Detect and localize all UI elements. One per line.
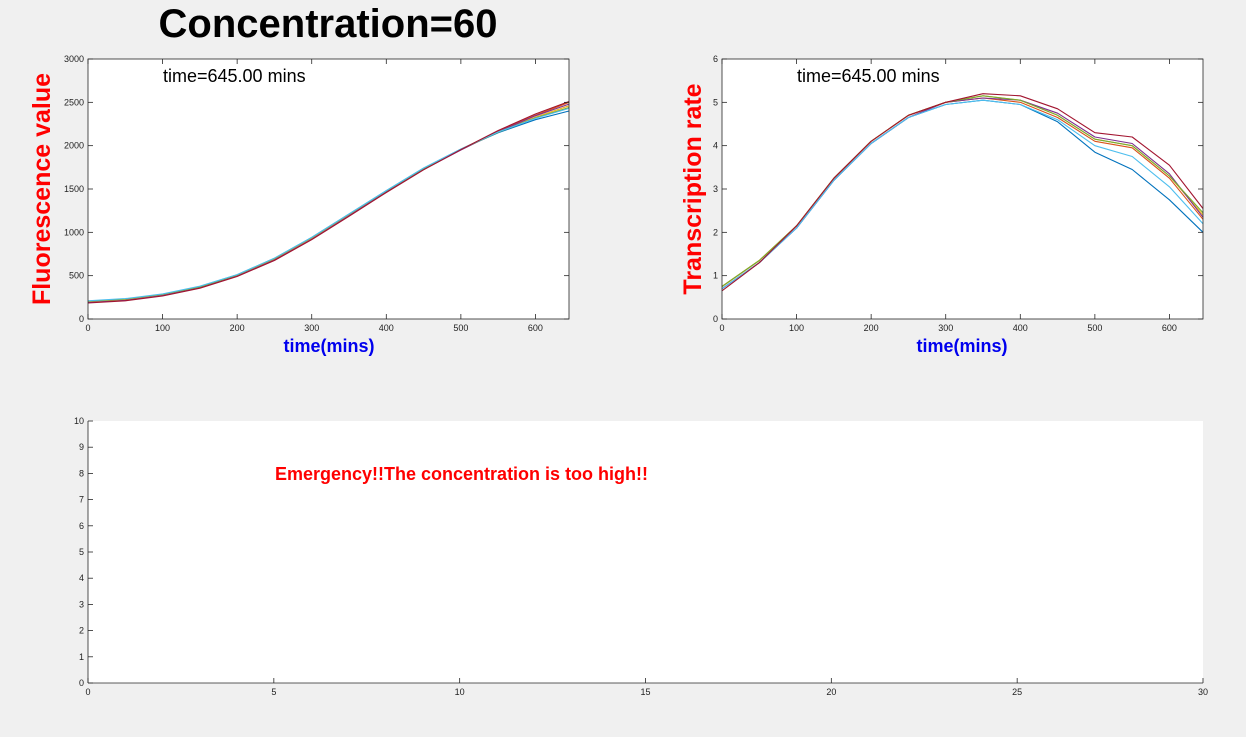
y-tick-label: 0 [79,314,84,324]
y-tick-label: 2500 [64,97,84,107]
fluorescence-axes: 0 100 200 300 400 500 600 0 500 1000 1500 2000 2500 3… [64,54,570,333]
y-tick-label: 7 [79,495,84,505]
plot-area [88,59,569,319]
x-tick-label: 10 [455,687,465,697]
y-tick-label: 1000 [64,227,84,237]
emergency-warning: Emergency!!The concentration is too high… [275,464,648,484]
x-tick-label: 25 [1012,687,1022,697]
figure-title: Concentration=60 [159,2,498,46]
series-line-6 [721,99,1204,290]
transcription-ylabel: Transcription rate [679,83,707,294]
fluorescence-xlabel: time(mins) [283,336,374,356]
x-tick-label: 600 [1162,323,1177,333]
y-tick-label: 500 [69,271,84,281]
y-tick-label: 3 [79,599,84,609]
x-tick-label: 0 [719,323,724,333]
series-line-6 [87,107,570,302]
y-tick-label: 2 [79,626,84,636]
x-tick-label: 500 [1087,323,1102,333]
y-tick-label: 4 [713,141,718,151]
transcription-xlabel: time(mins) [916,336,1007,356]
x-tick-label: 0 [85,687,90,697]
y-tick-label: 3000 [64,54,84,64]
fluorescence-ylabel: Fluorescence value [28,73,56,305]
transcription-time-annotation: time=645.00 mins [797,66,940,86]
x-tick-label: 200 [230,323,245,333]
plot-area [88,421,1203,683]
x-tick-label: 30 [1198,687,1208,697]
y-tick-label: 10 [74,416,84,426]
y-tick-label: 5 [79,547,84,557]
x-tick-label: 300 [938,323,953,333]
series-line-7 [721,93,1204,292]
y-tick-label: 0 [713,314,718,324]
transcription-rate-axes: 0 100 200 300 400 500 600 0 1 2 3 4 5 6 [713,54,1204,333]
y-tick-label: 4 [79,573,84,583]
y-tick-label: 2000 [64,141,84,151]
y-tick-label: 2 [713,227,718,237]
x-tick-label: 200 [864,323,879,333]
y-tick-label: 6 [713,54,718,64]
x-tick-label: 400 [1013,323,1028,333]
x-tick-label: 15 [640,687,650,697]
x-tick-label: 100 [789,323,804,333]
x-tick-label: 100 [155,323,170,333]
x-tick-label: 5 [271,687,276,697]
y-tick-label: 8 [79,468,84,478]
x-tick-label: 500 [453,323,468,333]
y-tick-label: 3 [713,184,718,194]
series-line-7 [87,100,570,304]
y-tick-label: 1 [713,271,718,281]
status-axes: 0 5 10 15 20 25 30 0 1 2 3 4 5 6 7 8 9 10 [74,416,1208,697]
y-tick-label: 1500 [64,184,84,194]
y-tick-label: 9 [79,442,84,452]
fluorescence-time-annotation: time=645.00 mins [163,66,306,86]
x-tick-label: 400 [379,323,394,333]
x-tick-label: 0 [85,323,90,333]
y-tick-label: 5 [713,97,718,107]
y-tick-label: 6 [79,521,84,531]
x-tick-label: 600 [528,323,543,333]
y-tick-label: 0 [79,678,84,688]
y-tick-label: 1 [79,652,84,662]
x-tick-label: 300 [304,323,319,333]
x-tick-label: 20 [826,687,836,697]
